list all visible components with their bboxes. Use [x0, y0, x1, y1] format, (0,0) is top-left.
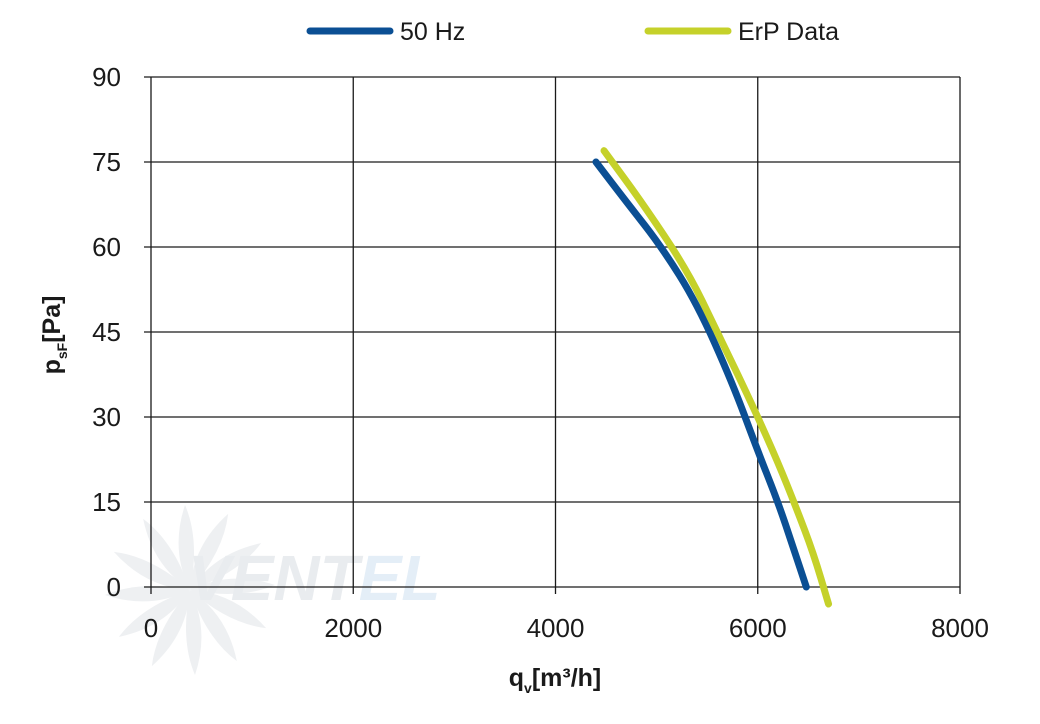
watermark-fan-blade [190, 590, 267, 629]
watermark-fan-blade [189, 590, 237, 662]
legend-label: ErP Data [738, 18, 839, 46]
x-tick-label: 8000 [931, 613, 989, 643]
grid-lines [144, 76, 961, 594]
watermark-fan-blade [190, 543, 262, 590]
y-tick-label: 15 [92, 487, 121, 517]
tick-labels: 0 2000 4000 6000 8000 0 15 30 45 60 75 90 [92, 62, 989, 643]
y-tick-label: 0 [107, 572, 121, 602]
watermark-fan-blade [105, 586, 190, 602]
x-tick-label: 4000 [527, 613, 585, 643]
x-tick-label: 6000 [729, 613, 787, 643]
watermark-fan-blade [190, 513, 229, 590]
x-tick-label: 0 [144, 613, 158, 643]
watermark-fan-blade [151, 590, 190, 667]
y-axis-title: psF[Pa] [38, 296, 70, 375]
y-tick-label: 90 [92, 62, 121, 92]
series-lines [592, 147, 833, 608]
legend-label: 50 Hz [400, 18, 465, 46]
legend: 50 Hz ErP Data [306, 18, 839, 46]
watermark-fan-blade [113, 551, 190, 590]
watermark-fan-blade [190, 578, 275, 594]
x-axis-title: qv[m³/h] [509, 664, 602, 696]
watermark-fan-blade [178, 505, 194, 590]
y-tick-label: 45 [92, 317, 121, 347]
series-line-50hz [592, 158, 810, 591]
y-tick-label: 75 [92, 147, 121, 177]
watermark-fan-blade [143, 518, 190, 590]
x-tick-label: 2000 [324, 613, 382, 643]
watermark-fan-blade [186, 590, 202, 675]
y-tick-label: 30 [92, 402, 121, 432]
series-line-erp-data [600, 147, 833, 608]
watermark-fan-blade [118, 590, 190, 637]
y-tick-label: 60 [92, 232, 121, 262]
watermark-text: VENTEL [188, 542, 440, 614]
watermark-logo: VENTEL [105, 505, 440, 675]
